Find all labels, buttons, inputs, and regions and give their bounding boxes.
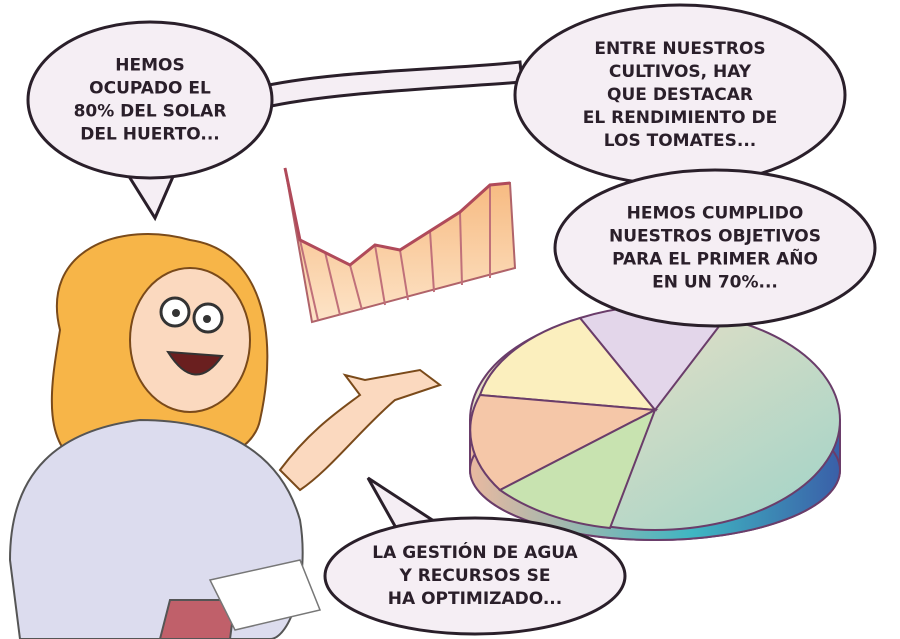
bubble-text: OCUPADO EL (89, 79, 211, 99)
bubble-text: QUE DESTACAR (607, 85, 753, 105)
speech-bubble: ENTRE NUESTROS CULTIVOS, HAY QUE DESTACAR E… (515, 5, 845, 185)
speech-bubble: HEMOS OCUPADO EL 80% DEL SOLAR DEL HUERTO..… (28, 22, 272, 218)
bubble-text: HEMOS (115, 56, 184, 76)
scene: HEMOS OCUPADO EL 80% DEL SOLAR DEL HUERTO..… (0, 0, 900, 639)
bubble-text: EN UN 70%... (652, 273, 778, 293)
bubble-text: NUESTROS OBJETIVOS (609, 227, 821, 247)
bubble-text: PARA EL PRIMER AÑO (612, 247, 818, 270)
bubble-text: EL RENDIMIENTO DE (583, 108, 778, 128)
bubble-text: HA OPTIMIZADO... (388, 589, 562, 609)
bubble-text: CULTIVOS, HAY (609, 62, 752, 82)
line-chart-illustration (285, 168, 515, 322)
bubble-body (555, 170, 875, 326)
bubble-text: Y RECURSOS SE (398, 566, 550, 586)
bubble-text: ENTRE NUESTROS (594, 39, 765, 59)
bubble-text: 80% DEL SOLAR (74, 102, 227, 122)
bubble-text: LOS TOMATES... (604, 131, 756, 151)
bubble-text: HEMOS CUMPLIDO (627, 204, 804, 224)
pie-illustration (470, 305, 840, 540)
bubble-text: LA GESTIÓN DE AGUA (372, 541, 578, 563)
bubble-text: DEL HUERTO... (80, 125, 220, 145)
